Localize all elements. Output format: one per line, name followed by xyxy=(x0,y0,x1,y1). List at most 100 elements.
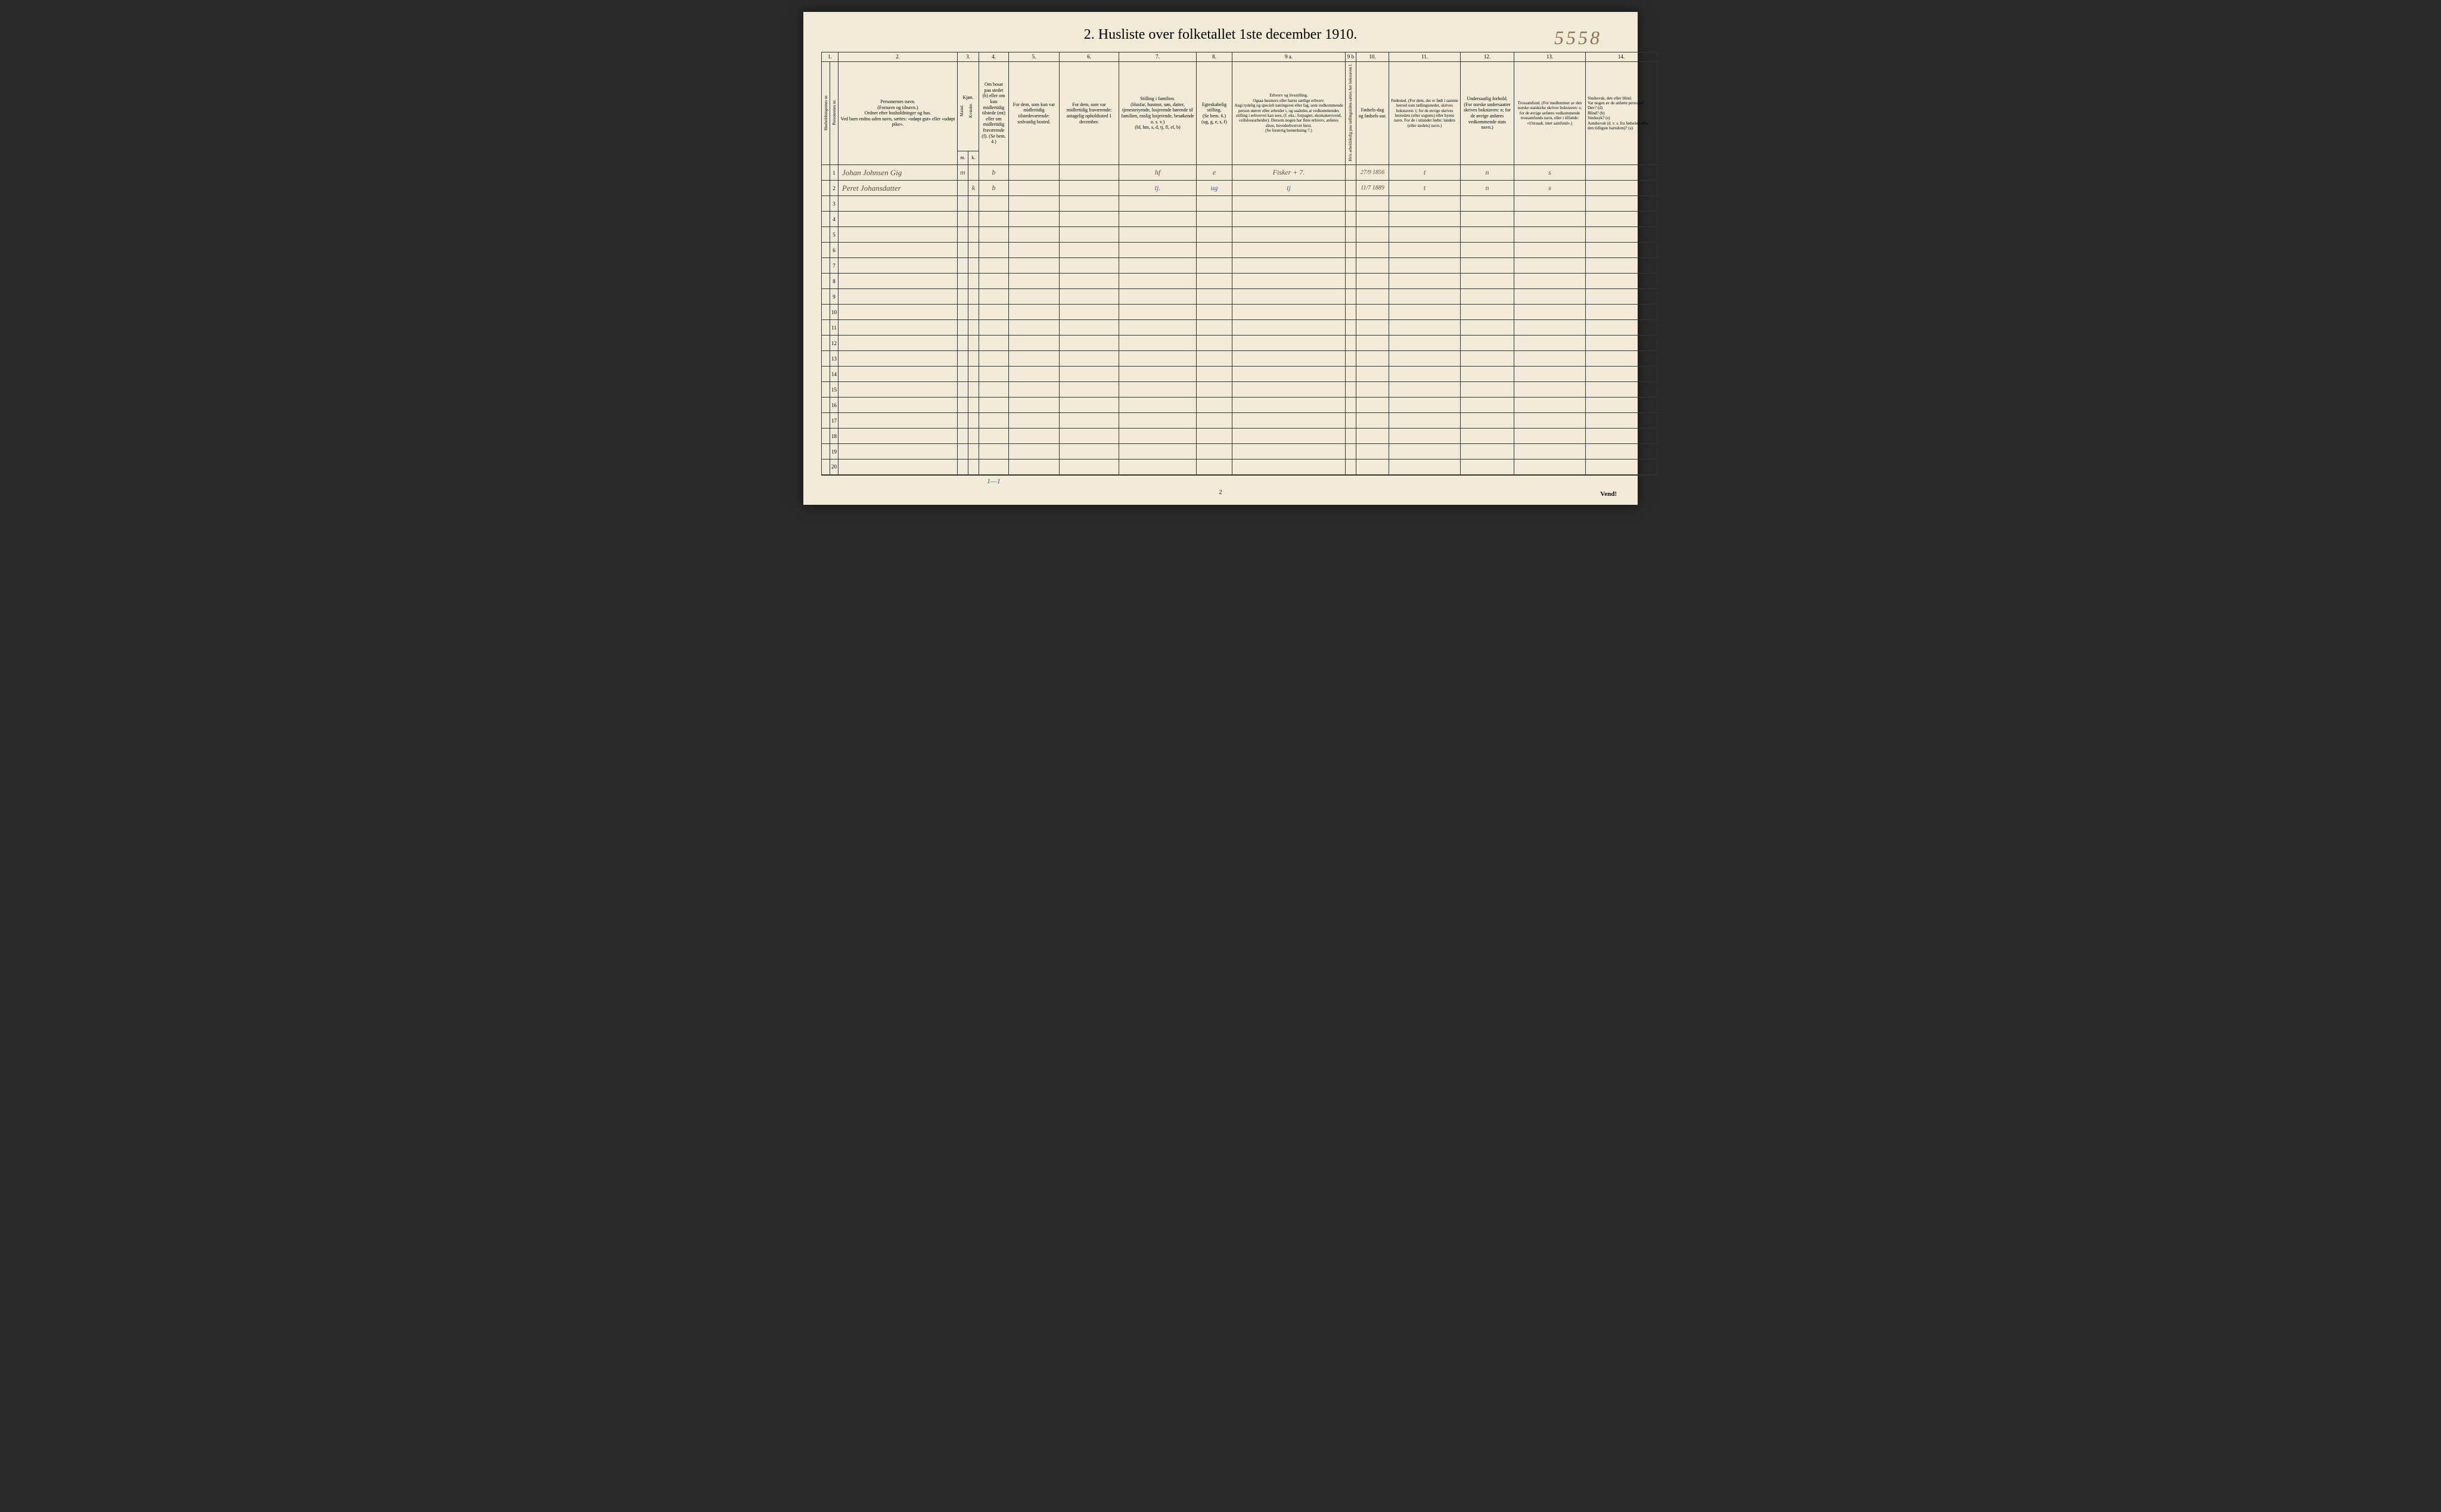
cell-unemployed xyxy=(1346,243,1356,258)
cell-person-num: 5 xyxy=(830,227,838,243)
cell-household xyxy=(822,274,830,289)
cell-person-num: 6 xyxy=(830,243,838,258)
cell-family-pos: hf xyxy=(1119,165,1197,181)
cell-family-pos xyxy=(1119,429,1197,444)
header-family-position: Stilling i familien. (Husfar, husmor, sø… xyxy=(1119,61,1197,164)
sum-cell xyxy=(822,475,830,487)
col-num-10: 10. xyxy=(1356,52,1389,62)
cell-marital xyxy=(1197,305,1232,320)
cell-person-num: 12 xyxy=(830,336,838,351)
cell-male xyxy=(958,274,968,289)
table-row: 13 xyxy=(822,351,1657,367)
cell-person-num: 11 xyxy=(830,320,838,336)
header-religion: Trossamfund. (For medlemmer av den norsk… xyxy=(1514,61,1586,164)
cell-marital xyxy=(1197,196,1232,212)
cell-temp-absent xyxy=(1060,243,1119,258)
cell-marital xyxy=(1197,444,1232,460)
sum-cell xyxy=(1060,475,1119,487)
col-num-8: 8. xyxy=(1197,52,1232,62)
cell-residence: b xyxy=(979,165,1009,181)
cell-temp-absent xyxy=(1060,289,1119,305)
cell-household xyxy=(822,196,830,212)
header-row: Husholdningernes nr. Personernes nr. Per… xyxy=(822,61,1657,151)
cell-birthplace xyxy=(1389,243,1461,258)
cell-citizenship xyxy=(1461,258,1514,274)
cell-unemployed xyxy=(1346,429,1356,444)
cell-citizenship xyxy=(1461,289,1514,305)
cell-name: Peret Johansdatter xyxy=(838,181,958,196)
cell-name xyxy=(838,429,958,444)
cell-name xyxy=(838,243,958,258)
cell-disability xyxy=(1586,165,1657,181)
cell-citizenship xyxy=(1461,274,1514,289)
cell-name xyxy=(838,351,958,367)
cell-birthdate xyxy=(1356,227,1389,243)
cell-residence xyxy=(979,336,1009,351)
cell-male xyxy=(958,382,968,398)
cell-temp-present xyxy=(1009,227,1060,243)
cell-unemployed xyxy=(1346,460,1356,475)
cell-marital xyxy=(1197,289,1232,305)
cell-birthdate xyxy=(1356,258,1389,274)
cell-residence xyxy=(979,320,1009,336)
cell-male xyxy=(958,320,968,336)
cell-family-pos xyxy=(1119,444,1197,460)
sub-k: k. xyxy=(968,151,979,165)
cell-religion xyxy=(1514,212,1586,227)
table-row: 7 xyxy=(822,258,1657,274)
cell-person-num: 9 xyxy=(830,289,838,305)
cell-marital xyxy=(1197,320,1232,336)
col-num-5: 5. xyxy=(1009,52,1060,62)
cell-person-num: 1 xyxy=(830,165,838,181)
cell-birthdate xyxy=(1356,429,1389,444)
cell-temp-present xyxy=(1009,165,1060,181)
cell-family-pos xyxy=(1119,413,1197,429)
sum-cell xyxy=(1461,475,1514,487)
cell-unemployed xyxy=(1346,258,1356,274)
cell-marital xyxy=(1197,413,1232,429)
cell-citizenship xyxy=(1461,398,1514,413)
table-row: 3 xyxy=(822,196,1657,212)
cell-birthplace xyxy=(1389,413,1461,429)
cell-person-num: 7 xyxy=(830,258,838,274)
sum-cell xyxy=(1119,475,1197,487)
table-row: 1Johan Johnsen GigmbhfeFisker + 7.27/9 1… xyxy=(822,165,1657,181)
cell-occupation xyxy=(1232,212,1346,227)
cell-male xyxy=(958,243,968,258)
cell-male xyxy=(958,212,968,227)
cell-occupation xyxy=(1232,382,1346,398)
cell-female xyxy=(968,351,979,367)
cell-marital xyxy=(1197,367,1232,382)
cell-religion xyxy=(1514,320,1586,336)
cell-temp-absent xyxy=(1060,460,1119,475)
cell-household xyxy=(822,367,830,382)
header-household-nr: Husholdningernes nr. xyxy=(822,61,830,164)
cell-residence xyxy=(979,243,1009,258)
cell-disability xyxy=(1586,289,1657,305)
cell-household xyxy=(822,460,830,475)
cell-disability xyxy=(1586,382,1657,398)
col-num-7: 7. xyxy=(1119,52,1197,62)
cell-family-pos xyxy=(1119,212,1197,227)
cell-occupation xyxy=(1232,227,1346,243)
cell-disability xyxy=(1586,367,1657,382)
cell-religion xyxy=(1514,444,1586,460)
cell-birthdate xyxy=(1356,212,1389,227)
header-birthdate: Fødsels-dag og fødsels-aar. xyxy=(1356,61,1389,164)
cell-citizenship xyxy=(1461,351,1514,367)
cell-temp-present xyxy=(1009,196,1060,212)
cell-name xyxy=(838,305,958,320)
cell-birthdate: 27/9 1856 xyxy=(1356,165,1389,181)
cell-household xyxy=(822,212,830,227)
cell-citizenship: n xyxy=(1461,181,1514,196)
cell-unemployed xyxy=(1346,274,1356,289)
cell-unemployed xyxy=(1346,212,1356,227)
cell-citizenship xyxy=(1461,460,1514,475)
sum-cell xyxy=(1514,475,1586,487)
cell-temp-absent xyxy=(1060,227,1119,243)
cell-marital xyxy=(1197,382,1232,398)
cell-temp-absent xyxy=(1060,382,1119,398)
cell-temp-absent xyxy=(1060,336,1119,351)
pencil-annotation: 5558 xyxy=(1554,27,1602,49)
cell-family-pos xyxy=(1119,351,1197,367)
